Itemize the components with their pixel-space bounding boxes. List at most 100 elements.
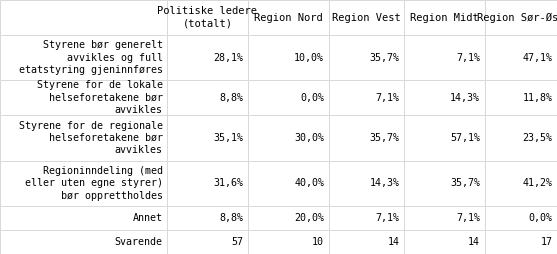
Text: 35,7%: 35,7% [369,53,399,63]
Bar [0,161,167,206]
Text: 40,0%: 40,0% [294,178,324,188]
Text: 17: 17 [540,237,553,247]
Bar [329,0,404,35]
Text: Svarende: Svarende [115,237,163,247]
Text: 14: 14 [387,237,399,247]
Bar [248,115,329,161]
Bar [0,230,167,254]
Bar [404,115,485,161]
Bar [404,35,485,80]
Text: 7,1%: 7,1% [456,213,480,223]
Text: 7,1%: 7,1% [456,53,480,63]
Bar [248,35,329,80]
Bar [329,115,404,161]
Bar [485,0,557,35]
Text: 10: 10 [312,237,324,247]
Text: 57,1%: 57,1% [450,133,480,143]
Text: 35,7%: 35,7% [369,133,399,143]
Text: 14,3%: 14,3% [369,178,399,188]
Bar [248,206,329,230]
Text: Politiske ledere
(totalt): Politiske ledere (totalt) [158,6,257,29]
Bar [0,80,167,115]
Text: Regioninndeling (med
eller uten egne styrer)
bør opprettholdes: Regioninndeling (med eller uten egne sty… [25,166,163,201]
Bar [329,35,404,80]
Bar [485,35,557,80]
Bar [485,230,557,254]
Bar [167,161,248,206]
Text: 23,5%: 23,5% [522,133,553,143]
Text: Styrene bør generelt
avvikles og full
etatstyring gjeninnføres: Styrene bør generelt avvikles og full et… [18,40,163,75]
Bar [485,161,557,206]
Text: 14,3%: 14,3% [450,93,480,103]
Text: 7,1%: 7,1% [375,213,399,223]
Bar [404,206,485,230]
Text: 8,8%: 8,8% [219,93,243,103]
Text: Region Vest: Region Vest [332,12,400,23]
Bar [404,80,485,115]
Bar [329,80,404,115]
Bar [248,230,329,254]
Bar [329,115,404,161]
Bar [329,161,404,206]
Bar [404,80,485,115]
Bar [248,80,329,115]
Bar [404,115,485,161]
Text: 20,0%: 20,0% [294,213,324,223]
Text: 31,6%: 31,6% [213,178,243,188]
Bar [248,0,329,35]
Bar [404,230,485,254]
Text: Region Nord: Region Nord [254,12,323,23]
Bar [0,0,167,35]
Bar [248,161,329,206]
Text: Annet: Annet [133,213,163,223]
Bar [485,206,557,230]
Bar [167,115,248,161]
Bar [167,0,248,35]
Text: 41,2%: 41,2% [522,178,553,188]
Bar [248,161,329,206]
Text: 14: 14 [468,237,480,247]
Bar [485,35,557,80]
Bar [329,230,404,254]
Bar [167,230,248,254]
Bar [248,206,329,230]
Bar [329,35,404,80]
Text: 10,0%: 10,0% [294,53,324,63]
Bar [329,230,404,254]
Bar [0,0,167,35]
Bar [167,80,248,115]
Bar [0,161,167,206]
Text: 0,0%: 0,0% [529,213,553,223]
Bar [485,80,557,115]
Text: 47,1%: 47,1% [522,53,553,63]
Bar [485,115,557,161]
Text: 30,0%: 30,0% [294,133,324,143]
Bar [329,0,404,35]
Bar [329,206,404,230]
Bar [248,230,329,254]
Bar [0,35,167,80]
Bar [248,80,329,115]
Bar [167,206,248,230]
Bar [404,35,485,80]
Bar [167,161,248,206]
Bar [0,35,167,80]
Bar [248,0,329,35]
Bar [404,0,485,35]
Bar [485,230,557,254]
Bar [167,115,248,161]
Bar [167,35,248,80]
Bar [167,230,248,254]
Bar [485,206,557,230]
Text: Styrene for de regionale
helseforetakene bør
avvikles: Styrene for de regionale helseforetakene… [18,120,163,155]
Bar [404,161,485,206]
Bar [0,115,167,161]
Bar [0,230,167,254]
Text: Region Midt: Region Midt [410,12,478,23]
Bar [167,0,248,35]
Bar [0,206,167,230]
Bar [0,206,167,230]
Bar [167,80,248,115]
Bar [485,80,557,115]
Bar [485,0,557,35]
